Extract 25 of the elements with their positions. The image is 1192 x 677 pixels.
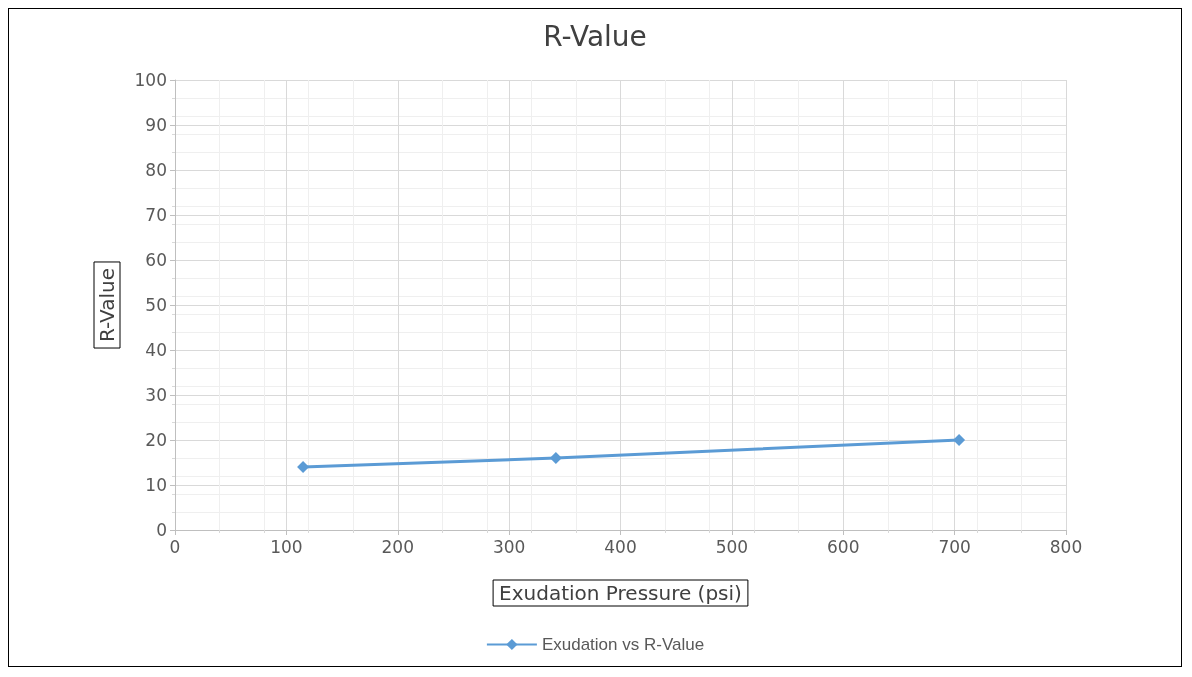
x-tick-label: 400 [604,536,637,557]
point [953,434,966,446]
y-tick-label: 10 [145,475,167,495]
y-tick-label: 20 [145,430,167,450]
x-axis-title: Exudation Pressure (psi) [499,581,742,605]
legend-label: Exudation vs R-Value [541,635,705,654]
x-tick-label: 800 [1049,536,1083,557]
chart-title: R-Value [543,19,647,53]
x-tick-label: 200 [381,536,414,557]
y-tick-label: 90 [145,115,167,135]
y-tick-label: 70 [145,205,167,225]
y-tick-label: 50 [145,295,167,315]
y-tick-label: 40 [145,340,167,360]
x-tick-label: 300 [492,536,526,557]
y-axis-title: R-Value [95,267,119,343]
y-tick-label: 0 [156,520,167,540]
x-tick-label: 0 [169,536,181,557]
y-tick-label: 30 [145,385,167,405]
x-tick-label: 500 [715,536,749,557]
x-tick-label: 100 [270,536,303,557]
x-tick-label: 700 [938,536,971,557]
y-tick-label: 100 [134,70,167,90]
x-tick-label: 600 [827,536,860,557]
y-tick-label: 80 [145,160,167,180]
y-tick-label: 60 [145,250,167,270]
